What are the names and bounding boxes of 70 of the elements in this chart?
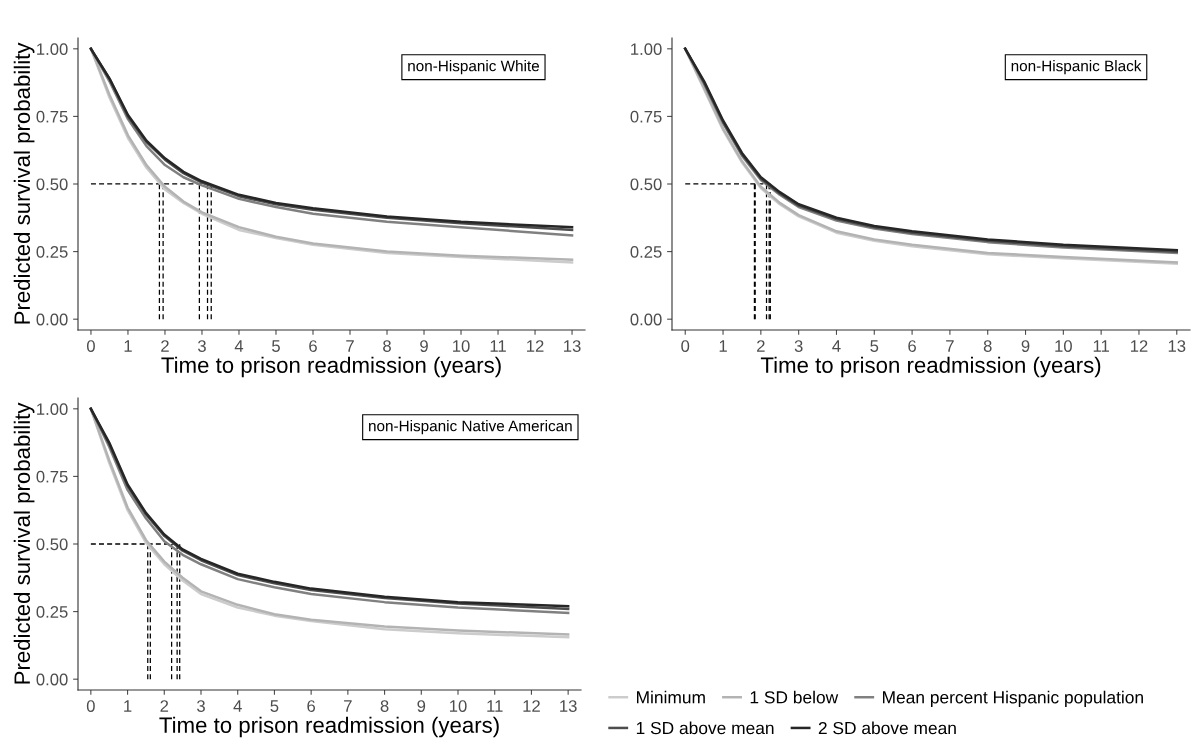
x-tick-label: 10 [453, 340, 470, 352]
x-tick-label: 13 [564, 340, 581, 352]
x-tick-label: 2 [161, 340, 169, 352]
x-tick-label: 11 [490, 340, 506, 352]
y-tick-label: 0.75 [36, 470, 68, 483]
annotation: non-Hispanic Black [1011, 60, 1142, 75]
x-axis-title: Time to prison readmission (years) [760, 356, 1101, 378]
y-tick-label: 0.75 [630, 110, 662, 123]
x-axis-title: Time to prison readmission (years) [161, 356, 501, 378]
x-tick-label: 9 [420, 340, 428, 352]
x-tick-label: 3 [794, 340, 803, 352]
x-tick-label: 6 [307, 700, 316, 712]
x-tick-label: 8 [380, 700, 389, 712]
x-tick-label: 0 [86, 340, 95, 352]
annotation: non-Hispanic Native American [369, 420, 572, 435]
legend-label: 1 SD above mean [636, 721, 774, 735]
x-tick-label: 8 [983, 340, 992, 352]
y-tick-label: 0.25 [36, 605, 68, 618]
x-tick-label: 4 [234, 340, 244, 352]
x-tick-label: 9 [1021, 340, 1030, 352]
x-tick-label: 13 [560, 700, 577, 712]
x-tick-label: 6 [309, 340, 317, 352]
x-tick-label: 4 [233, 700, 242, 712]
x-tick-label: 12 [523, 700, 540, 712]
y-tick-label: 1.00 [37, 43, 68, 56]
x-tick-label: 4 [832, 340, 841, 352]
x-tick-label: 10 [1055, 340, 1072, 352]
legend-label: Mean percent Hispanic population [882, 690, 1143, 707]
y-tick-label: 0.00 [36, 313, 68, 326]
y-tick-label: 0.50 [630, 178, 662, 191]
x-tick-label: 11 [1093, 340, 1109, 352]
x-tick-label: 5 [270, 700, 279, 712]
x-tick-label: 11 [487, 700, 503, 712]
x-tick-label: 6 [908, 340, 916, 352]
x-tick-label: 0 [86, 700, 95, 712]
x-tick-label: 13 [1168, 340, 1186, 352]
legend-label: 2 SD above mean [818, 721, 956, 735]
y-tick-label: 0.00 [630, 313, 662, 326]
x-tick-label: 10 [450, 700, 467, 712]
x-tick-label: 7 [946, 340, 954, 352]
x-tick-label: 0 [681, 340, 690, 352]
y-tick-label: 0.25 [630, 245, 662, 258]
y-tick-label: 0.25 [36, 245, 68, 258]
x-tick-label: 2 [757, 340, 765, 352]
x-tick-label: 1 [719, 340, 727, 352]
legend-label: Minimum [637, 690, 705, 704]
y-axis-title: Predicted survival probability [13, 402, 35, 684]
y-tick-label: 1.00 [631, 43, 662, 56]
x-tick-label: 12 [1130, 340, 1148, 352]
x-tick-label: 7 [344, 700, 352, 712]
y-tick-label: 1.00 [37, 403, 68, 416]
x-tick-label: 3 [197, 700, 205, 712]
x-tick-label: 8 [383, 340, 391, 352]
y-tick-label: 0.50 [36, 538, 68, 551]
y-axis-title: Predicted survival probability [13, 42, 35, 324]
x-tick-label: 5 [272, 340, 280, 352]
y-tick-label: 0.75 [36, 110, 68, 123]
x-tick-label: 9 [417, 700, 426, 712]
x-tick-label: 1 [124, 700, 132, 712]
y-tick-label: 0.50 [36, 178, 68, 191]
x-tick-label: 1 [124, 340, 132, 352]
x-tick-label: 5 [870, 340, 879, 352]
x-tick-label: 7 [346, 340, 354, 352]
x-tick-label: 3 [197, 340, 206, 352]
x-tick-label: 12 [527, 340, 544, 352]
annotation: non-Hispanic White [408, 60, 540, 75]
x-axis-title: Time to prison readmission (years) [159, 716, 499, 738]
x-tick-label: 2 [160, 700, 169, 712]
y-tick-label: 0.00 [36, 673, 68, 686]
legend-label: 1 SD below [750, 690, 839, 704]
